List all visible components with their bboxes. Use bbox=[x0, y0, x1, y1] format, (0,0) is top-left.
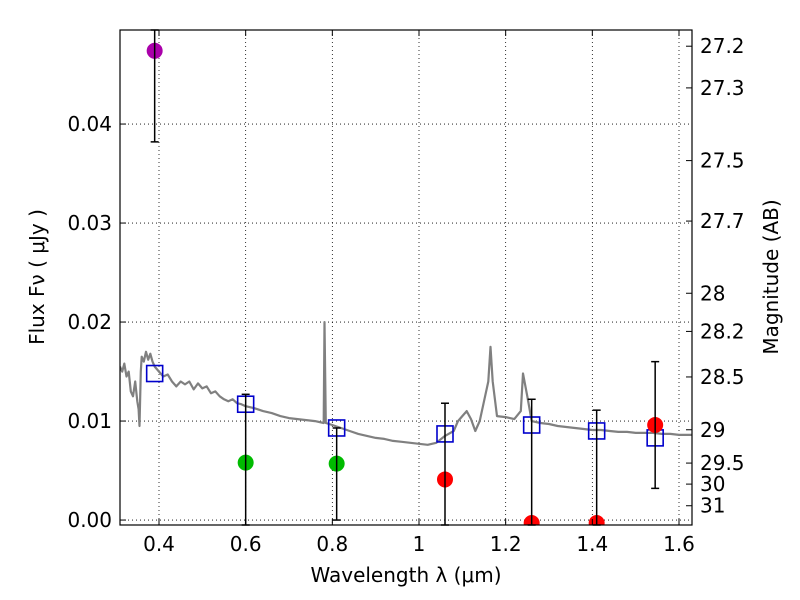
right-tick-label: 27.5 bbox=[700, 149, 745, 173]
right-tick-label: 27.7 bbox=[700, 209, 745, 233]
model-photometry-square bbox=[145, 364, 164, 383]
right-tick-label: 29.5 bbox=[700, 451, 745, 475]
x-tick-label: 0.8 bbox=[316, 532, 348, 556]
y-axis-label: Flux Fν ( μJy ) bbox=[25, 209, 49, 345]
y-tick-label: 0.00 bbox=[67, 508, 112, 532]
grid bbox=[120, 30, 692, 525]
x-tick-label: 1 bbox=[413, 532, 426, 556]
x-tick-label: 0.6 bbox=[230, 532, 262, 556]
y-tick-label: 0.01 bbox=[67, 409, 112, 433]
right-tick-label: 31 bbox=[700, 494, 725, 518]
right-tick-label: 27.2 bbox=[700, 34, 745, 58]
y-axis-right-label: Magnitude (AB) bbox=[759, 199, 783, 354]
right-tick-label: 28.2 bbox=[700, 319, 745, 343]
y-tick-label: 0.03 bbox=[67, 211, 112, 235]
x-tick-label: 0.4 bbox=[143, 532, 175, 556]
x-tick-label: 1.2 bbox=[490, 532, 522, 556]
right-tick-label: 30 bbox=[700, 472, 725, 496]
x-tick-label: 1.6 bbox=[663, 532, 695, 556]
right-tick-label: 28.5 bbox=[700, 365, 745, 389]
plot-area bbox=[120, 42, 692, 525]
axes: 0.4 0.6 0.8 1 1.2 1.4 1.6 0.00 0.01 0.02 0.03 0.04 2… bbox=[67, 30, 745, 556]
plot-frame bbox=[119, 29, 693, 526]
y-tick-label: 0.04 bbox=[67, 112, 112, 136]
right-tick-label: 28 bbox=[700, 281, 725, 305]
y-tick-label: 0.02 bbox=[67, 310, 112, 334]
x-tick-label: 1.4 bbox=[576, 532, 608, 556]
error-bars bbox=[150, 29, 660, 526]
right-tick-label: 29 bbox=[700, 418, 725, 442]
model-sed-line bbox=[120, 321, 692, 446]
x-axis-label: Wavelength λ (μm) bbox=[310, 563, 501, 587]
right-tick-label: 27.3 bbox=[700, 76, 745, 100]
